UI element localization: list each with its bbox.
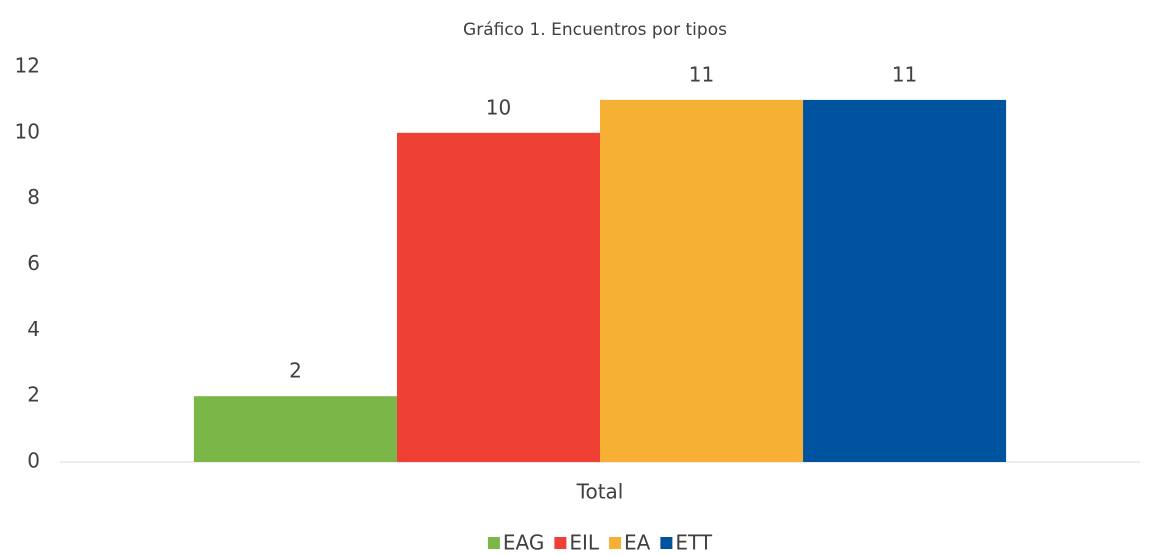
y-tick-label: 12 [15,54,40,78]
y-tick-label: 2 [27,383,40,407]
legend-label: EA [624,531,651,555]
data-label: 11 [892,62,917,86]
bar [396,132,600,463]
legend-label: EAG [503,531,544,555]
chart-title: Gráfico 1. Encuentros por tipos [463,20,727,40]
y-tick-label: 10 [15,119,40,143]
legend-label: EIL [569,531,600,555]
legend-swatch [554,537,567,549]
bar [600,99,804,463]
bar [803,99,1007,463]
legend-label: ETT [675,531,713,555]
legend-swatch [660,537,673,549]
legend-swatch [487,537,500,549]
data-label: 2 [289,359,302,383]
legend-swatch [609,537,622,549]
y-tick-label: 0 [27,449,40,473]
bar [193,396,397,462]
y-tick-label: 8 [27,185,40,209]
data-label: 10 [486,95,511,119]
data-label: 11 [689,62,714,86]
x-tick-label: Total [576,480,624,504]
y-tick-label: 4 [27,317,40,341]
y-tick-label: 6 [27,251,40,275]
